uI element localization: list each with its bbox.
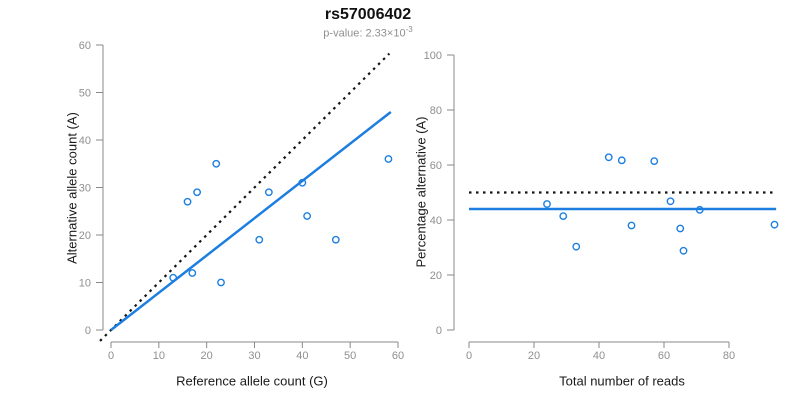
data-point [264, 188, 273, 197]
y-axis-tick-label: 20 [430, 270, 442, 282]
data-point [543, 200, 551, 208]
y-axis-tick-label: 10 [79, 278, 91, 290]
x-axis-tick-label: 20 [201, 350, 213, 362]
data-point [298, 178, 307, 187]
data-point [604, 153, 613, 162]
p-value-subtitle: p-value: 2.33×10-3 [323, 25, 412, 40]
data-point [331, 235, 340, 244]
data-point [627, 221, 636, 230]
p-value-text: p-value: 2.33×10 [323, 27, 406, 40]
y-axis-tick-label: 80 [430, 105, 442, 117]
identity-line [99, 52, 391, 342]
data-point [193, 188, 201, 197]
x-axis-tick-label: 0 [108, 350, 114, 362]
x-axis-tick-label: 40 [593, 350, 605, 362]
y-axis-tick-label: 100 [424, 50, 442, 62]
x-axis-tick-label: 30 [248, 350, 260, 362]
data-point [169, 273, 178, 282]
y-axis-tick-label: 40 [430, 215, 442, 227]
regression-line [110, 110, 392, 331]
data-point [217, 278, 225, 287]
data-point [255, 235, 264, 244]
y-axis-tick-label: 0 [436, 325, 442, 337]
left-plot-y-axis-title: Alternative allele count (A) [64, 112, 80, 264]
data-point [676, 224, 685, 233]
right-plot-x-axis-title: Total number of reads [559, 373, 685, 389]
data-point [695, 205, 704, 214]
data-point [188, 269, 197, 277]
y-axis-tick-label: 60 [430, 160, 442, 172]
left-plot-x-axis-title: Reference allele count (G) [176, 373, 328, 389]
data-point [650, 157, 659, 166]
y-axis-tick-label: 20 [79, 230, 91, 242]
data-point [559, 212, 568, 221]
y-axis-tick-label: 40 [79, 135, 91, 147]
data-point [384, 155, 393, 163]
x-axis-tick-label: 40 [296, 350, 308, 362]
y-axis-tick-label: 30 [79, 183, 91, 195]
data-point [770, 220, 779, 229]
page-title: rs57006402 [324, 6, 412, 23]
data-point [617, 156, 626, 165]
x-axis-tick-label: 20 [528, 350, 540, 362]
y-axis-tick-label: 0 [85, 325, 91, 337]
x-axis-tick-label: 60 [392, 350, 404, 362]
x-axis-tick-label: 50 [344, 350, 356, 362]
x-axis-tick-label: 0 [466, 350, 472, 362]
data-point [679, 246, 688, 255]
y-axis-tick-label: 50 [79, 88, 91, 100]
data-point [303, 212, 312, 220]
right-plot-y-axis-title: Percentage alternative (A) [413, 116, 429, 268]
x-axis-tick-label: 60 [658, 350, 670, 362]
p-value-exponent: -3 [405, 25, 413, 34]
data-point [183, 197, 192, 206]
data-point [212, 159, 221, 168]
x-axis-tick-label: 80 [723, 350, 735, 362]
data-point [572, 242, 581, 251]
y-axis-tick-label: 60 [79, 40, 91, 52]
x-axis-tick-label: 10 [153, 350, 165, 362]
data-point [666, 197, 675, 206]
